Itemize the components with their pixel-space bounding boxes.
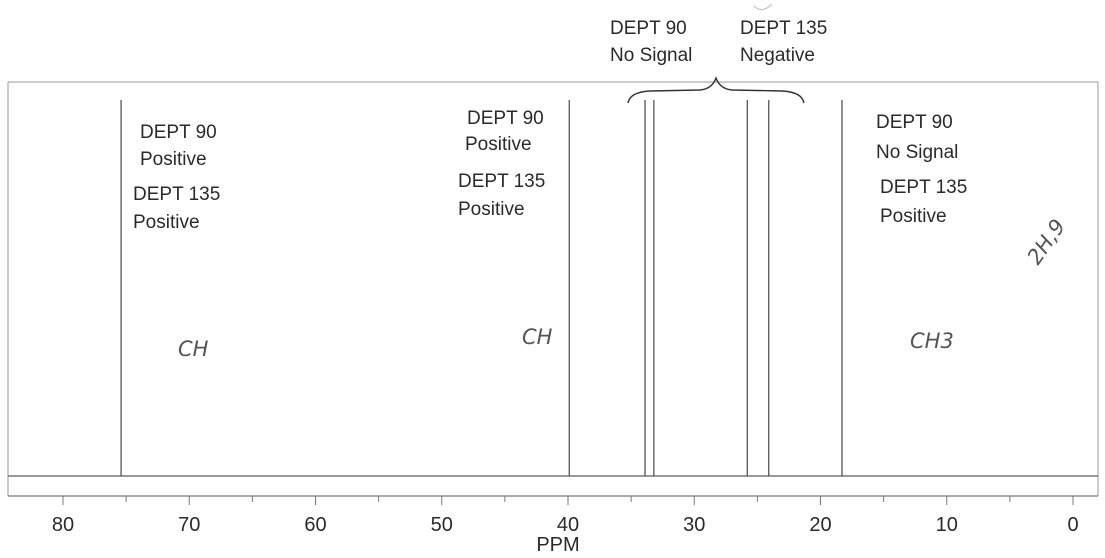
annotation-line: Negative bbox=[740, 45, 815, 66]
handwritten-2h: 2H,9 bbox=[1022, 215, 1070, 269]
smudge-mark bbox=[753, 3, 773, 10]
curly-brace bbox=[627, 75, 805, 104]
annotation-peak-40: DEPT 90 Positive DEPT 135 Positive bbox=[458, 108, 545, 220]
annotation-peak-18: DEPT 90 No Signal DEPT 135 Positive bbox=[876, 112, 967, 227]
annotation-line: Positive bbox=[133, 212, 200, 233]
annotation-line: DEPT 90 bbox=[876, 112, 953, 133]
x-tick-label: 10 bbox=[936, 514, 958, 536]
annotation-line: DEPT 135 bbox=[458, 171, 545, 192]
handwritten-ch3: CH3 bbox=[910, 329, 954, 353]
annotation-line: DEPT 90 bbox=[140, 122, 217, 143]
x-axis-label: PPM bbox=[536, 534, 579, 556]
x-axis-ticks: 80 70 60 50 40 30 20 10 0 bbox=[52, 496, 1079, 536]
annotation-line: No Signal bbox=[610, 45, 692, 66]
x-tick-label: 20 bbox=[809, 514, 831, 536]
x-tick-label: 60 bbox=[304, 514, 326, 536]
x-tick-label: 40 bbox=[557, 514, 579, 536]
annotation-line: DEPT 135 bbox=[740, 18, 827, 39]
spectrum-peaks bbox=[120, 100, 843, 476]
annotation-peak-75: DEPT 90 Positive DEPT 135 Positive bbox=[133, 122, 220, 233]
annotation-line: Positive bbox=[880, 206, 947, 227]
annotation-line: DEPT 135 bbox=[880, 177, 967, 198]
x-tick-label: 70 bbox=[178, 514, 200, 536]
annotation-line: Positive bbox=[140, 149, 207, 170]
x-tick-label: 0 bbox=[1067, 514, 1078, 536]
annotation-peaks-24-34: DEPT 90 No Signal DEPT 135 Negative bbox=[610, 3, 827, 104]
annotation-line: DEPT 135 bbox=[133, 184, 220, 205]
annotation-line: DEPT 90 bbox=[610, 18, 687, 39]
annotation-line: No Signal bbox=[876, 142, 958, 163]
handwritten-ch-1: CH bbox=[178, 337, 209, 361]
handwritten-ch-2: CH bbox=[522, 325, 553, 349]
x-tick-label: 80 bbox=[52, 514, 74, 536]
annotation-line: Positive bbox=[458, 199, 525, 220]
annotation-line: Positive bbox=[465, 134, 532, 155]
x-tick-label: 50 bbox=[431, 514, 453, 536]
handwritten-notes: CH CH CH3 2H,9 bbox=[178, 215, 1070, 361]
x-tick-label: 30 bbox=[683, 514, 705, 536]
annotation-line: DEPT 90 bbox=[467, 108, 544, 129]
